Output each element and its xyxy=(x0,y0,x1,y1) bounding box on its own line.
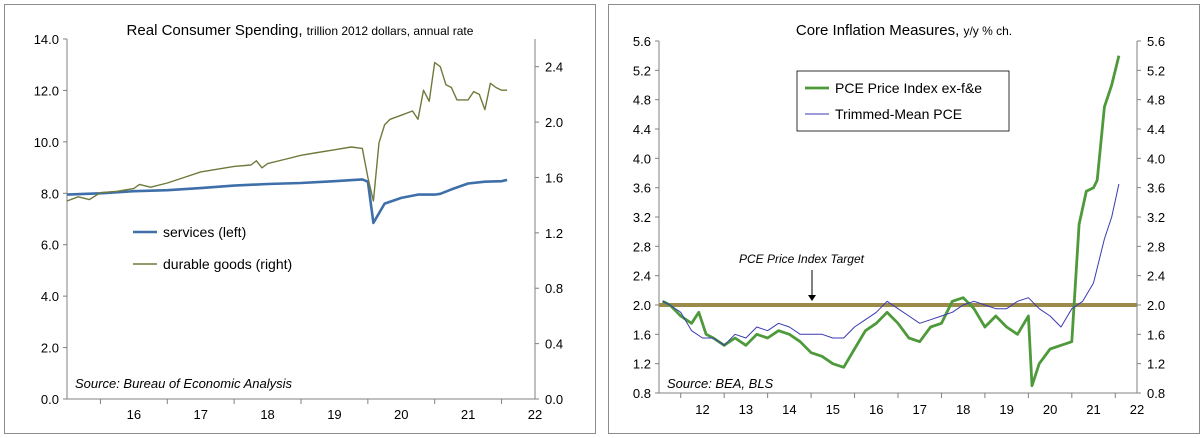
legend-label: services (left) xyxy=(163,224,246,240)
x-tick-label: 15 xyxy=(826,402,840,417)
chart-title-left: Real Consumer Spending, trillion 2012 do… xyxy=(127,22,474,39)
y-right-tick-label: 3.6 xyxy=(1147,181,1165,196)
y-left-tick-label: 4.0 xyxy=(41,289,59,304)
y-left-tick-label: 4.8 xyxy=(633,93,651,108)
x-tick-label: 14 xyxy=(782,402,796,417)
x-tick-label: 22 xyxy=(1130,402,1144,417)
chart-canvas-left: Real Consumer Spending, trillion 2012 do… xyxy=(34,22,563,422)
y-right-tick-label: 1.2 xyxy=(545,226,563,241)
y-right-tick-label: 5.6 xyxy=(1147,34,1165,49)
source-note-left: Source: Bureau of Economic Analysis xyxy=(75,376,293,391)
legend-label: PCE Price Index ex-f&e xyxy=(835,80,982,96)
annotation-arrow-head xyxy=(808,295,816,301)
x-tick-label: 18 xyxy=(260,407,274,422)
y-left-tick-label: 2.4 xyxy=(633,269,651,284)
source-note-right: Source: BEA, BLS xyxy=(667,376,774,391)
x-tick-label: 20 xyxy=(394,407,408,422)
y-right-tick-label: 1.6 xyxy=(545,170,563,185)
y-left-tick-label: 1.6 xyxy=(633,327,651,342)
x-tick-label: 19 xyxy=(999,402,1013,417)
x-tick-label: 22 xyxy=(528,407,542,422)
y-right-tick-label: 2.4 xyxy=(545,60,563,75)
x-tick-label: 20 xyxy=(1043,402,1057,417)
y-right-tick-label: 0.4 xyxy=(545,337,563,352)
y-left-tick-label: 0.0 xyxy=(41,392,59,407)
x-tick-label: 18 xyxy=(956,402,970,417)
legend-label: durable goods (right) xyxy=(163,256,292,272)
x-tick-label: 19 xyxy=(327,407,341,422)
y-right-tick-label: 1.6 xyxy=(1147,327,1165,342)
y-left-tick-label: 2.0 xyxy=(41,341,59,356)
legend-label: Trimmed-Mean PCE xyxy=(835,106,962,122)
y-right-tick-label: 0.0 xyxy=(545,392,563,407)
y-right-tick-label: 2.8 xyxy=(1147,239,1165,254)
legend-box xyxy=(796,70,1010,132)
y-left-tick-label: 2.8 xyxy=(633,239,651,254)
y-left-tick-label: 10.0 xyxy=(34,135,59,150)
chart-title-main: Core Inflation Measures xyxy=(796,22,955,39)
chart-title-sep: , xyxy=(955,22,963,39)
y-right-tick-label: 0.8 xyxy=(1147,386,1165,401)
chart-panel-real-consumer-spending: Real Consumer Spending, trillion 2012 do… xyxy=(4,4,596,434)
chart-subtitle: trillion 2012 dollars, annual rate xyxy=(307,24,474,38)
x-tick-label: 17 xyxy=(193,407,207,422)
chart-subtitle: y/y % ch. xyxy=(963,24,1012,38)
x-tick-label: 16 xyxy=(869,402,883,417)
target-annotation: PCE Price Index Target xyxy=(739,252,865,266)
y-right-tick-label: 4.4 xyxy=(1147,122,1165,137)
x-tick-label: 17 xyxy=(912,402,926,417)
series-line-durable-goods xyxy=(66,61,508,202)
y-right-tick-label: 2.4 xyxy=(1147,269,1165,284)
y-right-tick-label: 4.8 xyxy=(1147,93,1165,108)
y-left-tick-label: 1.2 xyxy=(633,357,651,372)
x-tick-label: 13 xyxy=(739,402,753,417)
x-tick-label: 21 xyxy=(461,407,475,422)
y-left-tick-label: 2.0 xyxy=(633,298,651,313)
y-right-tick-label: 2.0 xyxy=(1147,298,1165,313)
y-left-tick-label: 6.0 xyxy=(41,238,59,253)
y-right-tick-label: 2.0 xyxy=(545,115,563,130)
y-right-tick-label: 4.0 xyxy=(1147,151,1165,166)
y-left-tick-label: 5.6 xyxy=(633,34,651,49)
y-left-tick-label: 0.8 xyxy=(633,386,651,401)
y-right-tick-label: 1.2 xyxy=(1147,357,1165,372)
y-left-tick-label: 14.0 xyxy=(34,32,59,47)
y-left-tick-label: 3.6 xyxy=(633,181,651,196)
y-left-tick-label: 12.0 xyxy=(34,83,59,98)
y-left-tick-label: 4.4 xyxy=(633,122,651,137)
x-tick-label: 16 xyxy=(127,407,141,422)
y-left-tick-label: 3.2 xyxy=(633,210,651,225)
series-line-services xyxy=(66,178,508,225)
y-right-tick-label: 5.2 xyxy=(1147,63,1165,78)
series-line-trimmed-mean-pce xyxy=(662,183,1120,346)
chart-title-sep: , xyxy=(298,22,306,39)
chart-title-main: Real Consumer Spending xyxy=(127,22,299,39)
y-left-tick-label: 8.0 xyxy=(41,186,59,201)
plot-area-right: 0.8 0.8 1.2 1.2 1.6 1.6 2.0 2.0 2.4 2.4 2.8 2.8 3.2 3… xyxy=(633,34,1165,417)
y-left-tick-label: 5.2 xyxy=(633,63,651,78)
chart-title-right: Core Inflation Measures, y/y % ch. xyxy=(796,22,1012,39)
y-right-tick-label: 0.8 xyxy=(545,281,563,296)
y-left-tick-label: 4.0 xyxy=(633,151,651,166)
x-tick-label: 12 xyxy=(695,402,709,417)
chart-panel-core-inflation: Core Inflation Measures, y/y % ch. 0.8 0.… xyxy=(608,4,1200,434)
chart-canvas-right: Core Inflation Measures, y/y % ch. 0.8 0.… xyxy=(633,22,1165,417)
plot-area-left: 0.0 2.0 4.0 6.0 8.0 10.0 12.0 14.0 0.0 0.4 0.8 1.2 1… xyxy=(34,32,563,422)
y-right-tick-label: 3.2 xyxy=(1147,210,1165,225)
x-tick-label: 21 xyxy=(1086,402,1100,417)
